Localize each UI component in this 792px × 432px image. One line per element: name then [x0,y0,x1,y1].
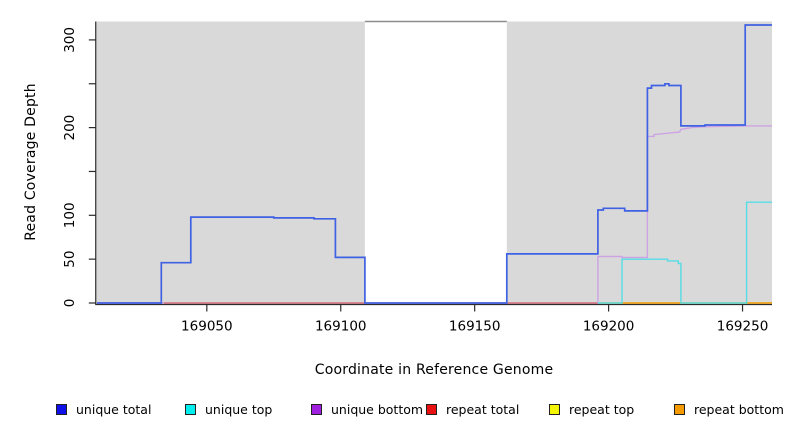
y-tick-label: 100 [62,202,78,228]
legend-swatch-icon [426,403,437,415]
shaded-band [506,21,772,304]
shaded-band [97,21,365,304]
x-tick-label: 169200 [583,319,635,335]
legend-item-label: repeat bottom [694,401,784,417]
legend-swatch-icon [311,403,322,415]
legend-item-label: repeat top [569,401,635,417]
x-tick-label: 169150 [449,319,501,335]
x-axis-label: Coordinate in Reference Genome [314,362,554,378]
y-tick-label: 0 [62,299,78,308]
legend-item-unique-total: unique total [56,399,151,419]
y-tick-label: 200 [62,115,78,141]
x-tick-label: 169250 [717,319,769,335]
y-tick-label: 300 [62,27,78,53]
legend-item-repeat-total: repeat total [426,399,519,419]
legend-swatch-icon [549,403,560,415]
legend: unique total unique top unique bottom re… [0,399,792,421]
legend-swatch-icon [56,403,67,415]
series-line-unique-total [97,24,772,304]
legend-item-label: unique top [205,401,273,417]
legend-item-unique-bottom: unique bottom [311,399,423,419]
series-line-unique-bottom [597,125,772,303]
legend-item-label: repeat total [446,401,520,417]
y-axis-label: Read Coverage Depth [23,83,39,241]
legend-item-unique-top: unique top [185,399,272,419]
y-tick-label: 50 [62,251,78,268]
legend-swatch-icon [185,403,196,415]
legend-item-repeat-top: repeat top [549,399,634,419]
legend-item-label: unique bottom [331,401,424,417]
legend-swatch-icon [674,403,685,415]
series-line-unique-top [597,201,772,304]
x-tick-label: 169050 [181,319,233,335]
x-tick-label: 169100 [315,319,367,335]
legend-item-label: unique total [76,401,152,417]
legend-item-repeat-bottom: repeat bottom [674,399,784,419]
